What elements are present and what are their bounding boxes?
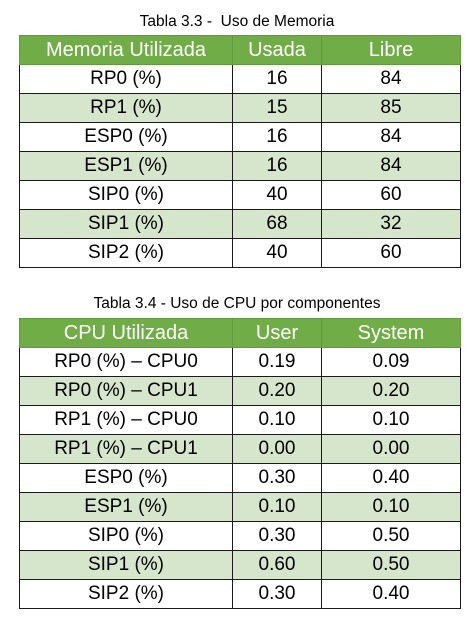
cpu-header-system: System xyxy=(321,318,461,348)
component-cell: SIP0 (%) xyxy=(19,521,233,551)
table-row: SIP2 (%) 40 60 xyxy=(19,238,461,268)
cpu-usage-table: CPU Utilizada User System RP0 (%) – CPU0… xyxy=(19,318,461,609)
user-cell: 0.10 xyxy=(232,492,322,522)
free-cell: 84 xyxy=(321,122,461,152)
table-row: ESP0 (%) 16 84 xyxy=(19,122,461,152)
used-cell: 40 xyxy=(232,180,322,210)
system-cell: 0.40 xyxy=(321,579,461,609)
table-row: RP0 (%) – CPU0 0.19 0.09 xyxy=(19,347,461,377)
user-cell: 0.30 xyxy=(232,579,322,609)
cpu-header-user: User xyxy=(232,318,322,348)
system-cell: 0.50 xyxy=(321,521,461,551)
system-cell: 0.40 xyxy=(321,463,461,493)
used-cell: 16 xyxy=(232,64,322,94)
table-row: RP1 (%) – CPU0 0.10 0.10 xyxy=(19,405,461,435)
table-row: RP0 (%) 16 84 xyxy=(19,64,461,94)
component-cell: SIP2 (%) xyxy=(19,579,233,609)
table-row: ESP0 (%) 0.30 0.40 xyxy=(19,463,461,493)
user-cell: 0.30 xyxy=(232,463,322,493)
component-cell: SIP1 (%) xyxy=(19,209,233,239)
user-cell: 0.20 xyxy=(232,376,322,406)
cpu-table-header-row: CPU Utilizada User System xyxy=(19,318,461,348)
system-cell: 0.10 xyxy=(321,405,461,435)
component-cell: SIP0 (%) xyxy=(19,180,233,210)
user-cell: 0.30 xyxy=(232,521,322,551)
table-row: RP1 (%) – CPU1 0.00 0.00 xyxy=(19,434,461,464)
memory-table-header-row: Memoria Utilizada Usada Libre xyxy=(19,35,461,65)
component-cell: ESP0 (%) xyxy=(19,463,233,493)
cpu-header-component: CPU Utilizada xyxy=(19,318,233,348)
table-row: RP1 (%) 15 85 xyxy=(19,93,461,123)
component-cell: ESP1 (%) xyxy=(19,151,233,181)
free-cell: 84 xyxy=(321,64,461,94)
table-row: SIP0 (%) 40 60 xyxy=(19,180,461,210)
table-row: SIP1 (%) 0.60 0.50 xyxy=(19,550,461,580)
table-row: ESP1 (%) 16 84 xyxy=(19,151,461,181)
table-row: ESP1 (%) 0.10 0.10 xyxy=(19,492,461,522)
table-row: SIP1 (%) 68 32 xyxy=(19,209,461,239)
free-cell: 32 xyxy=(321,209,461,239)
free-cell: 85 xyxy=(321,93,461,123)
memory-usage-table: Memoria Utilizada Usada Libre RP0 (%) 16… xyxy=(19,35,461,268)
component-cell: SIP2 (%) xyxy=(19,238,233,268)
user-cell: 0.60 xyxy=(232,550,322,580)
used-cell: 16 xyxy=(232,122,322,152)
used-cell: 68 xyxy=(232,209,322,239)
component-cell: RP1 (%) – CPU0 xyxy=(19,405,233,435)
component-cell: SIP1 (%) xyxy=(19,550,233,580)
free-cell: 60 xyxy=(321,238,461,268)
table-row: SIP0 (%) 0.30 0.50 xyxy=(19,521,461,551)
system-cell: 0.09 xyxy=(321,347,461,377)
table-row: RP0 (%) – CPU1 0.20 0.20 xyxy=(19,376,461,406)
memory-header-component: Memoria Utilizada xyxy=(19,35,233,65)
component-cell: RP1 (%) xyxy=(19,93,233,123)
component-cell: RP1 (%) – CPU1 xyxy=(19,434,233,464)
used-cell: 40 xyxy=(232,238,322,268)
system-cell: 0.20 xyxy=(321,376,461,406)
component-cell: RP0 (%) xyxy=(19,64,233,94)
user-cell: 0.00 xyxy=(232,434,322,464)
memory-header-used: Usada xyxy=(232,35,322,65)
memory-table-caption: Tabla 3.3 - Uso de Memoria xyxy=(139,13,335,30)
free-cell: 84 xyxy=(321,151,461,181)
system-cell: 0.10 xyxy=(321,492,461,522)
cpu-table-caption: Tabla 3.4 - Uso de CPU por componentes xyxy=(93,295,381,312)
user-cell: 0.10 xyxy=(232,405,322,435)
user-cell: 0.19 xyxy=(232,347,322,377)
component-cell: RP0 (%) – CPU0 xyxy=(19,347,233,377)
system-cell: 0.50 xyxy=(321,550,461,580)
memory-header-free: Libre xyxy=(321,35,461,65)
table-row: SIP2 (%) 0.30 0.40 xyxy=(19,579,461,609)
component-cell: ESP1 (%) xyxy=(19,492,233,522)
used-cell: 16 xyxy=(232,151,322,181)
used-cell: 15 xyxy=(232,93,322,123)
component-cell: ESP0 (%) xyxy=(19,122,233,152)
component-cell: RP0 (%) – CPU1 xyxy=(19,376,233,406)
free-cell: 60 xyxy=(321,180,461,210)
system-cell: 0.00 xyxy=(321,434,461,464)
